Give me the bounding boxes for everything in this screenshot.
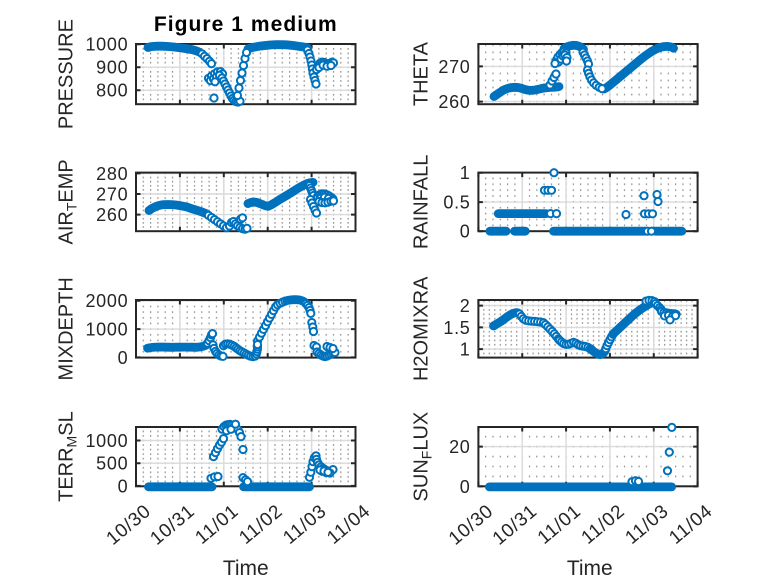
svg-text:0: 0	[460, 222, 471, 242]
svg-text:THETA: THETA	[411, 41, 433, 106]
svg-text:MIXDEPTH: MIXDEPTH	[56, 277, 78, 380]
svg-text:Figure 1 medium: Figure 1 medium	[154, 13, 338, 36]
svg-text:1000: 1000	[85, 35, 128, 55]
svg-text:1000: 1000	[85, 320, 128, 340]
svg-text:1: 1	[460, 340, 471, 360]
svg-text:SUNFLUX: SUNFLUX	[411, 412, 435, 502]
svg-text:0.5: 0.5	[443, 193, 470, 213]
svg-text:0: 0	[118, 476, 129, 496]
svg-text:260: 260	[96, 205, 128, 225]
svg-text:270: 270	[96, 184, 128, 204]
svg-text:800: 800	[96, 81, 128, 101]
svg-text:Time: Time	[223, 557, 269, 580]
svg-text:RAINFALL: RAINFALL	[411, 155, 433, 249]
svg-text:0: 0	[118, 348, 129, 368]
svg-text:280: 280	[96, 164, 128, 184]
svg-text:AIRTEMP: AIRTEMP	[56, 159, 80, 244]
svg-text:900: 900	[96, 58, 128, 78]
svg-text:H2OMIXRA: H2OMIXRA	[411, 276, 433, 381]
svg-text:PRESSURE: PRESSURE	[56, 19, 78, 129]
svg-text:0: 0	[460, 477, 471, 497]
svg-text:2: 2	[460, 296, 471, 316]
svg-text:260: 260	[438, 92, 470, 112]
svg-text:20: 20	[449, 437, 470, 457]
svg-text:2000: 2000	[85, 291, 128, 311]
svg-text:Time: Time	[567, 557, 613, 580]
svg-text:500: 500	[96, 454, 128, 474]
svg-text:270: 270	[438, 57, 470, 77]
svg-text:1: 1	[460, 163, 471, 183]
svg-text:1.5: 1.5	[443, 318, 470, 338]
svg-text:TERRMSL: TERRMSL	[56, 411, 80, 502]
svg-text:1000: 1000	[85, 431, 128, 451]
